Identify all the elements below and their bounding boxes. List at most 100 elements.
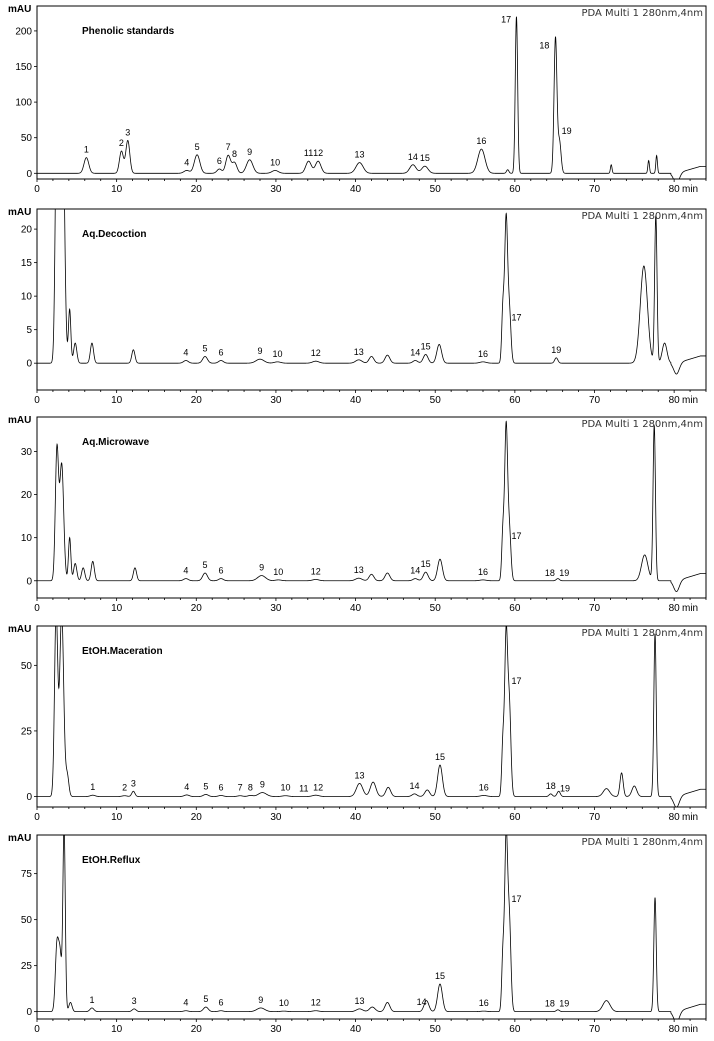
panel-title: Phenolic standards bbox=[82, 26, 175, 37]
x-tick-label: 50 bbox=[430, 395, 442, 406]
peak-label-13: 13 bbox=[354, 347, 364, 357]
peak-label-11: 11 bbox=[304, 148, 313, 158]
y-tick-label: 10 bbox=[21, 292, 33, 303]
peak-label-18: 18 bbox=[546, 781, 556, 791]
detector-label: PDA Multi 1 280nm,4nm bbox=[581, 419, 703, 430]
x-tick-label: 30 bbox=[270, 603, 282, 614]
x-tick-label: 20 bbox=[191, 184, 203, 195]
y-tick-label: 100 bbox=[15, 98, 32, 109]
peak-label-19: 19 bbox=[559, 999, 569, 1009]
peak-label-9: 9 bbox=[258, 995, 263, 1005]
peak-label-16: 16 bbox=[478, 349, 488, 359]
peak-label-18: 18 bbox=[545, 568, 555, 578]
peak-label-6: 6 bbox=[218, 348, 223, 358]
peak-label-9: 9 bbox=[247, 147, 252, 157]
panel-title: Aq.Microwave bbox=[82, 437, 150, 448]
x-tick-label: 50 bbox=[430, 812, 442, 823]
y-tick-label: 0 bbox=[26, 169, 32, 180]
peak-label-5: 5 bbox=[203, 994, 208, 1004]
x-axis-label: min bbox=[682, 184, 698, 195]
peak-label-15: 15 bbox=[421, 559, 431, 569]
y-tick-label: 0 bbox=[26, 359, 32, 370]
peak-label-12: 12 bbox=[311, 348, 321, 358]
x-tick-label: 0 bbox=[34, 603, 40, 614]
peak-label-4: 4 bbox=[184, 157, 189, 167]
peak-label-6: 6 bbox=[217, 156, 222, 166]
x-axis-label: min bbox=[682, 1024, 698, 1035]
x-axis-label: min bbox=[682, 812, 698, 823]
peak-label-12: 12 bbox=[313, 783, 323, 793]
x-tick-label: 70 bbox=[589, 395, 601, 406]
peak-label-19: 19 bbox=[551, 345, 561, 355]
y-tick-label: 20 bbox=[21, 225, 33, 236]
peak-label-10: 10 bbox=[280, 783, 290, 793]
peak-label-6: 6 bbox=[218, 998, 223, 1008]
peak-label-5: 5 bbox=[195, 142, 200, 152]
peak-label-13: 13 bbox=[355, 150, 365, 160]
peak-label-16: 16 bbox=[476, 136, 486, 146]
peak-label-5: 5 bbox=[203, 343, 208, 353]
x-tick-label: 30 bbox=[270, 812, 282, 823]
peak-label-15: 15 bbox=[421, 341, 431, 351]
y-tick-label: 200 bbox=[15, 26, 32, 37]
x-tick-label: 80 bbox=[669, 603, 681, 614]
x-tick-label: 60 bbox=[509, 603, 521, 614]
x-tick-label: 40 bbox=[350, 395, 362, 406]
peak-label-15: 15 bbox=[435, 971, 445, 981]
y-tick-label: 5 bbox=[26, 325, 32, 336]
x-tick-label: 20 bbox=[191, 395, 203, 406]
chromatogram-trace bbox=[37, 16, 706, 179]
x-tick-label: 70 bbox=[589, 603, 601, 614]
peak-label-3: 3 bbox=[125, 127, 130, 137]
y-tick-label: 15 bbox=[21, 258, 33, 269]
x-tick-label: 20 bbox=[191, 812, 203, 823]
peak-label-7: 7 bbox=[226, 142, 231, 152]
panel-title: EtOH.Reflux bbox=[82, 855, 141, 866]
peak-label-4: 4 bbox=[183, 348, 188, 358]
y-tick-label: 50 bbox=[21, 133, 33, 144]
peak-label-17: 17 bbox=[511, 676, 521, 686]
peak-label-15: 15 bbox=[435, 752, 445, 762]
x-tick-label: 30 bbox=[270, 184, 282, 195]
peak-label-12: 12 bbox=[311, 998, 321, 1008]
peak-label-10: 10 bbox=[270, 157, 280, 167]
peak-label-19: 19 bbox=[559, 568, 569, 578]
x-tick-label: 70 bbox=[589, 1024, 601, 1035]
x-axis-label: min bbox=[682, 395, 698, 406]
peak-label-2: 2 bbox=[119, 138, 124, 148]
y-tick-label: 50 bbox=[21, 661, 33, 672]
y-tick-label: 10 bbox=[21, 533, 33, 544]
peak-label-4: 4 bbox=[184, 782, 189, 792]
peak-label-19: 19 bbox=[560, 784, 570, 794]
peak-label-6: 6 bbox=[218, 782, 223, 792]
detector-label: PDA Multi 1 280nm,4nm bbox=[581, 837, 703, 848]
y-tick-label: 0 bbox=[26, 1007, 32, 1018]
peak-label-17: 17 bbox=[511, 894, 521, 904]
peak-label-17: 17 bbox=[501, 14, 511, 24]
x-tick-label: 10 bbox=[111, 603, 123, 614]
x-tick-label: 60 bbox=[509, 812, 521, 823]
peak-label-1: 1 bbox=[90, 782, 95, 792]
x-tick-label: 0 bbox=[34, 184, 40, 195]
peak-label-19: 19 bbox=[562, 126, 572, 136]
peak-label-13: 13 bbox=[354, 565, 364, 575]
peak-label-14: 14 bbox=[408, 152, 418, 162]
x-tick-label: 80 bbox=[669, 1024, 681, 1035]
peak-label-16: 16 bbox=[478, 567, 488, 577]
peak-label-18: 18 bbox=[539, 41, 549, 51]
peak-label-3: 3 bbox=[132, 996, 137, 1006]
peak-label-15: 15 bbox=[420, 153, 430, 163]
x-tick-label: 20 bbox=[191, 603, 203, 614]
peak-label-8: 8 bbox=[232, 149, 237, 159]
chromatogram-trace bbox=[37, 835, 706, 1019]
y-tick-label: 30 bbox=[21, 447, 33, 458]
x-tick-label: 50 bbox=[430, 603, 442, 614]
x-tick-label: 50 bbox=[430, 184, 442, 195]
x-tick-label: 20 bbox=[191, 1024, 203, 1035]
x-tick-label: 40 bbox=[350, 184, 362, 195]
chromatogram-panel-5: 0 25 50 75 0 10 20 30 40 50 60 70 80 min mAU PDA Multi … bbox=[8, 833, 707, 1035]
x-tick-label: 0 bbox=[34, 812, 40, 823]
y-unit-label: mAU bbox=[8, 833, 31, 844]
peak-label-2: 2 bbox=[122, 783, 127, 793]
